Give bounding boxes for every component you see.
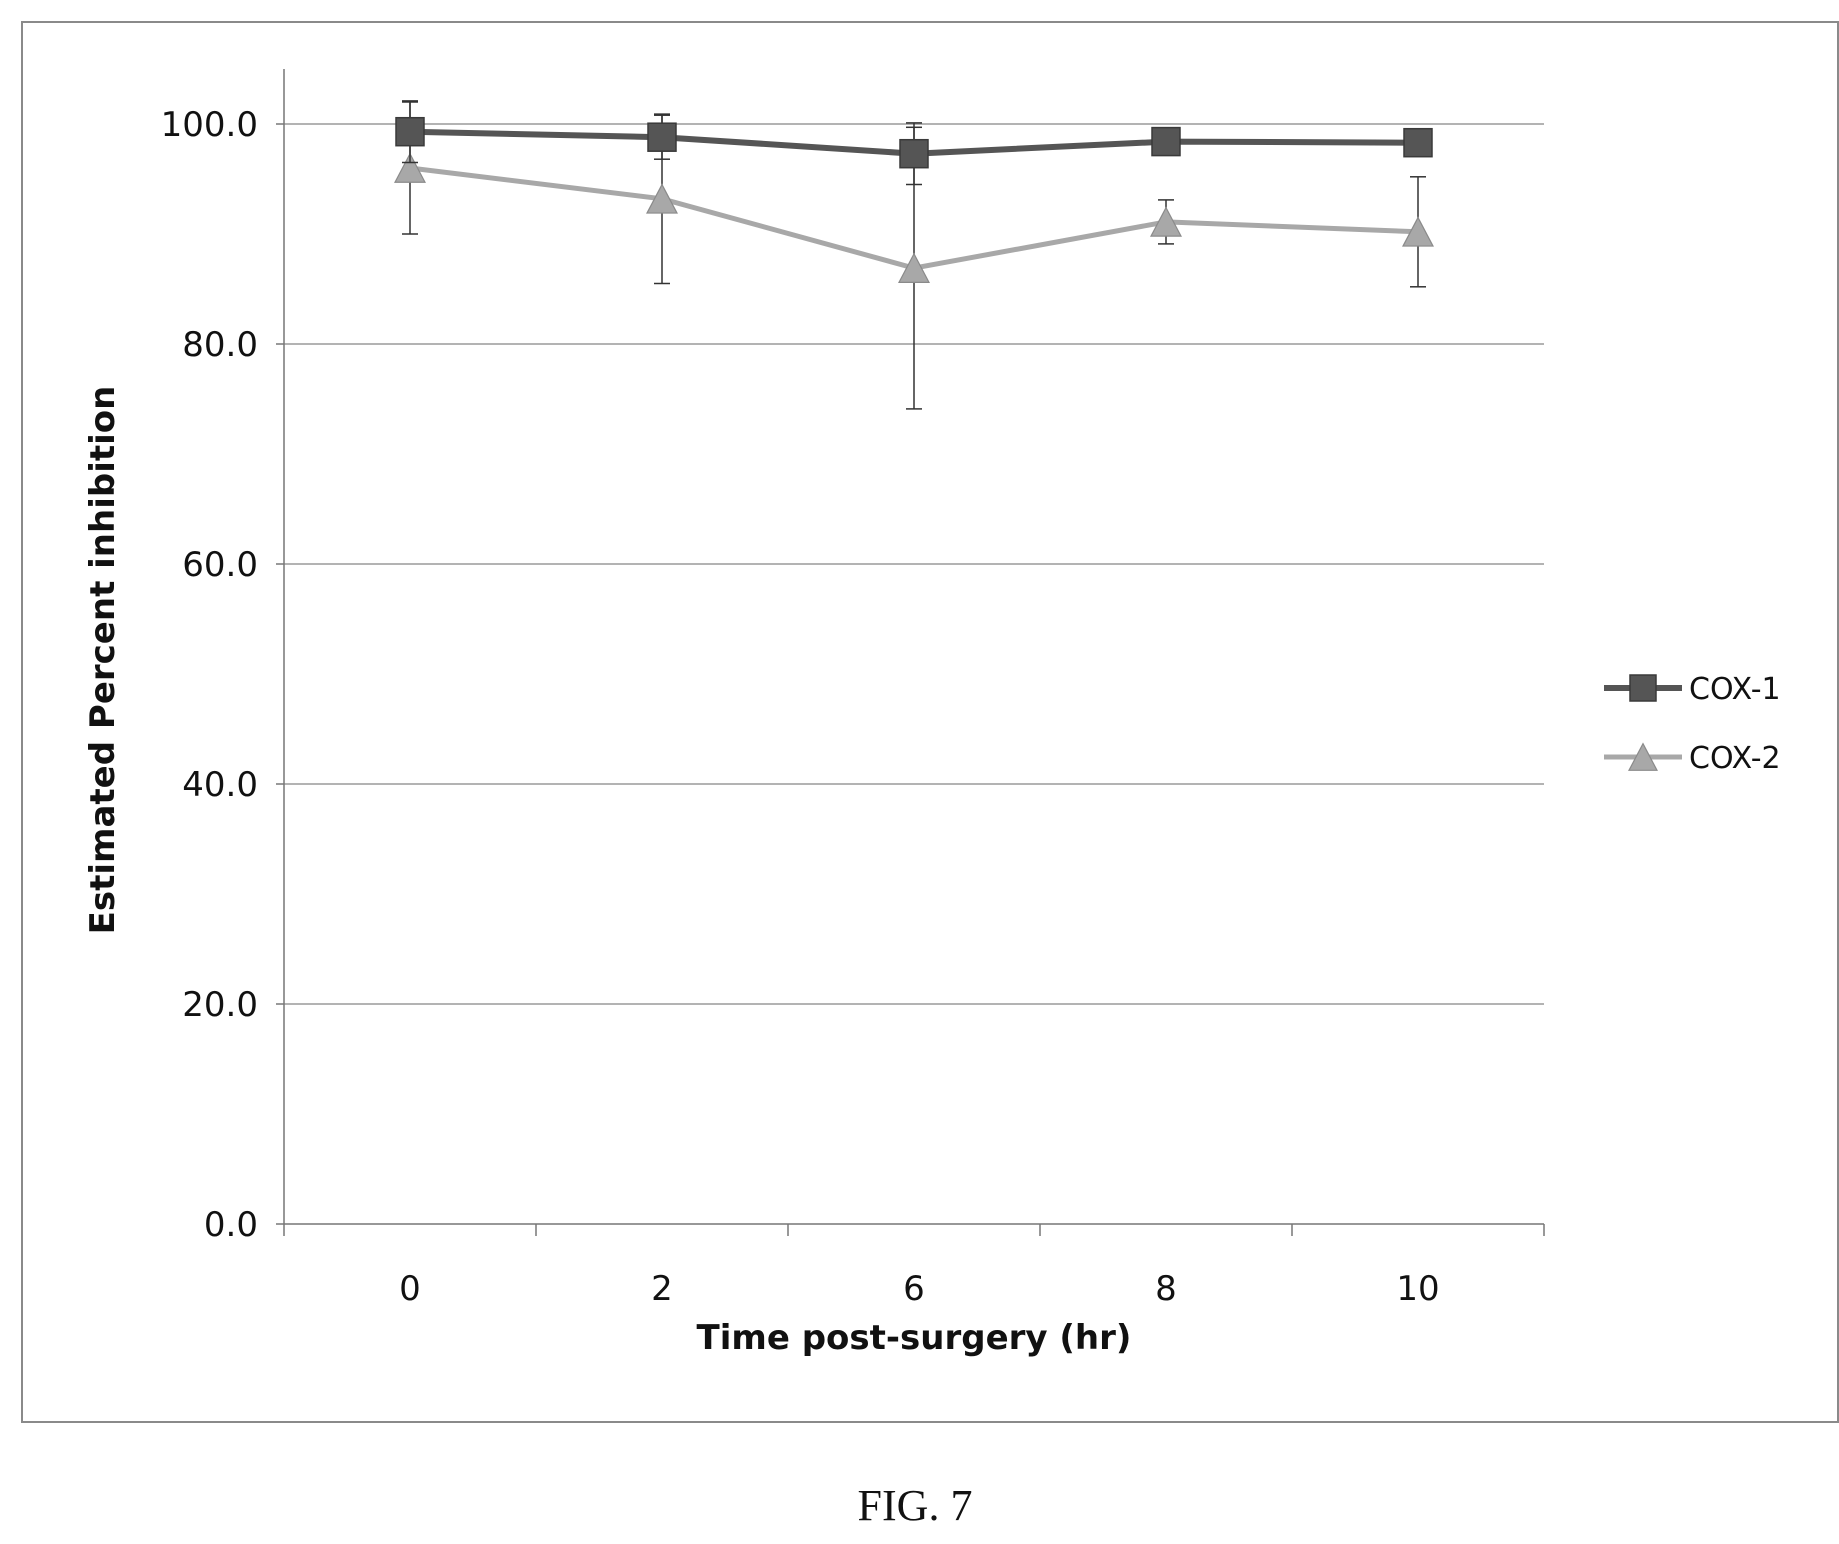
x-tick-label: 8 <box>1155 1269 1177 1309</box>
y-tick-label: 100.0 <box>161 105 258 145</box>
data-point <box>898 252 930 283</box>
y-axis-title: Estimated Percent inhibition <box>83 386 123 935</box>
legend-item-cox-1: COX-1 <box>1604 672 1781 707</box>
data-point <box>1403 127 1433 158</box>
y-tick-label: 0.0 <box>204 1205 258 1245</box>
legend-marker <box>1628 742 1658 771</box>
y-tick-label: 60.0 <box>182 545 258 585</box>
chart-frame <box>21 21 1839 1423</box>
legend-label: COX-2 <box>1689 741 1781 776</box>
data-point <box>646 183 678 214</box>
legend-label: COX-1 <box>1689 672 1781 707</box>
series-cox-2 <box>394 101 1434 410</box>
data-point <box>1151 126 1181 157</box>
x-axis-title: Time post-surgery (hr) <box>697 1318 1132 1358</box>
data-point <box>1402 216 1434 247</box>
series-cox-1 <box>395 100 1433 186</box>
x-tick-label: 0 <box>399 1269 421 1309</box>
axes <box>276 69 1545 1236</box>
x-tick-labels: 0 2 6 8 10 <box>399 1269 1439 1309</box>
legend-item-cox-2: COX-2 <box>1604 741 1781 776</box>
x-tick-label: 6 <box>903 1269 925 1309</box>
data-point <box>1150 206 1182 237</box>
y-tick-label: 20.0 <box>182 985 258 1025</box>
x-tick-label: 2 <box>651 1269 673 1309</box>
data-point <box>647 122 677 152</box>
x-tick-label: 10 <box>1396 1269 1439 1309</box>
figure-caption: FIG. 7 <box>858 1481 973 1530</box>
data-point <box>395 116 425 147</box>
data-point <box>899 138 929 169</box>
series <box>394 100 1434 410</box>
y-tick-label: 40.0 <box>182 765 258 805</box>
legend: COX-1 COX-2 <box>1604 672 1781 776</box>
data-point <box>394 152 426 183</box>
legend-marker <box>1629 674 1657 702</box>
y-tick-label: 80.0 <box>182 325 258 365</box>
y-tick-labels: 0.0 20.0 40.0 60.0 80.0 100.0 <box>161 105 258 1245</box>
